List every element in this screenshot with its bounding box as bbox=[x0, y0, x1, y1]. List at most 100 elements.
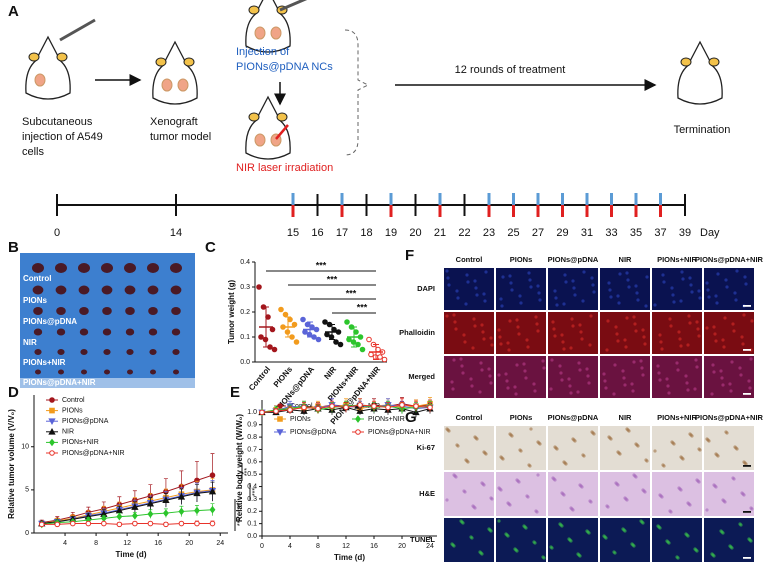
texture bbox=[445, 269, 449, 273]
texture bbox=[714, 485, 718, 489]
mouse-body bbox=[245, 7, 291, 53]
texture bbox=[656, 364, 660, 368]
texture bbox=[712, 370, 716, 374]
texture bbox=[507, 348, 511, 352]
step-text: Subcutaneous bbox=[22, 116, 93, 128]
texture bbox=[661, 273, 665, 277]
texture bbox=[643, 342, 647, 346]
group-label: PIONs@pDNA+NIR bbox=[23, 378, 96, 387]
tumor-sample bbox=[126, 349, 134, 355]
tumor-sample bbox=[33, 328, 43, 336]
texture bbox=[749, 357, 753, 361]
texture bbox=[705, 508, 709, 512]
irradiation-text: NIR laser irradiation bbox=[236, 162, 333, 174]
texture bbox=[532, 382, 536, 386]
data-point bbox=[146, 499, 155, 507]
mouse-head bbox=[162, 40, 188, 66]
tumor-sample bbox=[171, 328, 181, 336]
texture bbox=[535, 510, 539, 514]
data-point bbox=[209, 505, 216, 514]
texture bbox=[585, 367, 589, 371]
texture bbox=[616, 339, 620, 343]
legend-label: Control bbox=[62, 397, 85, 404]
texture bbox=[712, 325, 716, 329]
texture bbox=[470, 384, 474, 388]
texture bbox=[506, 341, 510, 345]
y-tick-label: 0.1 bbox=[240, 334, 250, 341]
texture bbox=[669, 510, 673, 514]
texture bbox=[562, 347, 566, 351]
texture bbox=[472, 317, 476, 321]
texture bbox=[558, 364, 562, 368]
micrograph bbox=[652, 268, 702, 310]
x-tick-label: 4 bbox=[63, 540, 67, 547]
texture bbox=[578, 323, 582, 327]
column-label: PIONs@pDNA bbox=[548, 413, 599, 422]
micrograph bbox=[704, 312, 754, 354]
step-text: injection of A549 bbox=[22, 131, 103, 143]
texture bbox=[553, 478, 557, 482]
legend-marker bbox=[49, 407, 55, 414]
texture bbox=[665, 377, 669, 381]
timeline-label: 21 bbox=[434, 227, 446, 239]
timeline-label: 0 bbox=[54, 227, 60, 239]
texture bbox=[510, 434, 514, 438]
texture bbox=[475, 437, 479, 441]
texture bbox=[609, 295, 613, 299]
texture bbox=[616, 294, 620, 298]
mouse-ear bbox=[248, 112, 260, 122]
texture bbox=[735, 269, 739, 273]
texture bbox=[679, 344, 683, 348]
texture bbox=[616, 483, 620, 487]
scale-bar bbox=[743, 465, 751, 467]
texture bbox=[688, 503, 692, 507]
group-label: PIONs+NIR bbox=[23, 358, 66, 367]
texture bbox=[515, 318, 519, 322]
data-point bbox=[193, 489, 201, 497]
texture bbox=[464, 302, 468, 306]
data-point bbox=[291, 321, 298, 328]
texture bbox=[670, 286, 674, 290]
data-point bbox=[194, 520, 200, 527]
texture bbox=[513, 385, 517, 389]
texture bbox=[589, 314, 593, 318]
termination-text: Termination bbox=[674, 124, 731, 136]
texture bbox=[658, 526, 662, 530]
tumor-sample bbox=[78, 263, 90, 273]
texture bbox=[625, 498, 629, 502]
texture bbox=[714, 294, 718, 298]
texture bbox=[706, 288, 710, 292]
legend-marker bbox=[276, 429, 284, 436]
x-tick-label: 0 bbox=[260, 543, 264, 550]
texture bbox=[735, 447, 739, 451]
column-label: PIONs@pDNA+NIR bbox=[695, 255, 764, 264]
texture bbox=[607, 281, 611, 285]
texture bbox=[570, 317, 574, 321]
texture bbox=[541, 359, 545, 363]
timeline-label: 25 bbox=[507, 227, 519, 239]
texture bbox=[604, 386, 608, 390]
texture bbox=[562, 493, 566, 497]
series-line bbox=[41, 474, 213, 524]
texture bbox=[515, 363, 519, 367]
texture bbox=[461, 521, 465, 525]
texture bbox=[641, 328, 645, 332]
column-label: PIONs bbox=[510, 413, 533, 422]
texture bbox=[705, 326, 709, 330]
texture bbox=[475, 293, 479, 297]
texture bbox=[707, 439, 711, 443]
data-point bbox=[209, 472, 216, 479]
texture bbox=[568, 384, 572, 388]
texture bbox=[747, 379, 751, 383]
bracket bbox=[344, 29, 370, 156]
x-tick-label: NIR bbox=[322, 365, 338, 382]
texture bbox=[553, 334, 557, 338]
y-tick-label: 0.0 bbox=[240, 359, 250, 366]
texture bbox=[695, 320, 699, 324]
texture bbox=[720, 376, 724, 380]
legend-marker bbox=[49, 450, 55, 456]
texture bbox=[452, 313, 456, 317]
data-point bbox=[54, 521, 61, 528]
texture bbox=[749, 539, 753, 543]
timeline-label: 22 bbox=[458, 227, 470, 239]
